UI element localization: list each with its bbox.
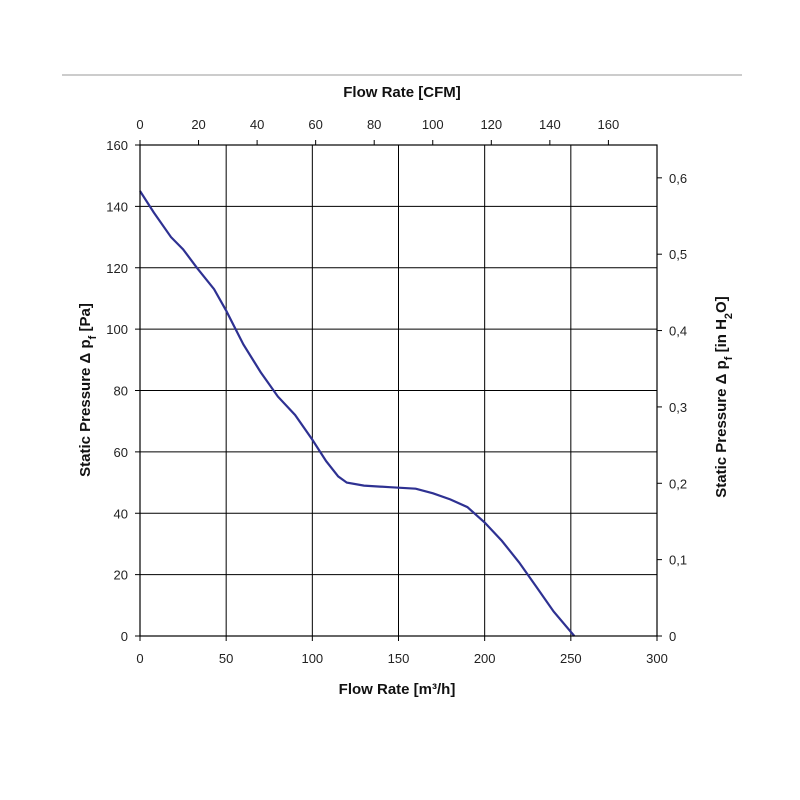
y-tick-label: 40 bbox=[114, 506, 128, 521]
tick-labels: 0 50 100 150 200 250 3000204060801001201401600… bbox=[106, 117, 687, 666]
y-tick-label: 140 bbox=[106, 199, 128, 214]
y-tick-label: 80 bbox=[114, 384, 128, 399]
y-axis-right-title: Static Pressure Δ pf [in H2O] bbox=[713, 296, 735, 497]
y-tick-label: 0 bbox=[121, 629, 128, 644]
series-line bbox=[139, 190, 576, 637]
x-top-tick-label: 20 bbox=[191, 117, 205, 132]
y-right-tick-label: 0,2 bbox=[669, 476, 687, 491]
x-tick-label: 100 bbox=[301, 651, 323, 666]
x-top-tick-label: 120 bbox=[480, 117, 502, 132]
y-tick-label: 100 bbox=[106, 322, 128, 337]
x-top-tick-label: 0 bbox=[136, 117, 143, 132]
x-tick-label: 0 bbox=[136, 651, 143, 666]
x-top-tick-label: 160 bbox=[598, 117, 620, 132]
x-top-tick-label: 40 bbox=[250, 117, 264, 132]
x-tick-label: 250 bbox=[560, 651, 582, 666]
x-top-tick-label: 80 bbox=[367, 117, 381, 132]
y-right-tick-label: 0 bbox=[669, 629, 676, 644]
x-axis-top-title: Flow Rate [CFM] bbox=[343, 84, 461, 101]
y-tick-label: 120 bbox=[106, 261, 128, 276]
y-tick-label: 160 bbox=[106, 138, 128, 153]
x-tick-label: 50 bbox=[219, 651, 233, 666]
x-top-tick-label: 60 bbox=[308, 117, 322, 132]
x-tick-label: 300 bbox=[646, 651, 668, 666]
x-tick-label: 150 bbox=[388, 651, 410, 666]
grid bbox=[139, 144, 658, 637]
plot-frame bbox=[139, 144, 658, 637]
x-top-tick-label: 140 bbox=[539, 117, 561, 132]
y-right-tick-label: 0,6 bbox=[669, 171, 687, 186]
y-right-tick-label: 0,4 bbox=[669, 324, 687, 339]
y-right-tick-label: 0,3 bbox=[669, 400, 687, 415]
x-tick-label: 200 bbox=[474, 651, 496, 666]
y-axis-left-title: Static Pressure Δ pf [Pa] bbox=[77, 303, 99, 477]
x-top-tick-label: 100 bbox=[422, 117, 444, 132]
y-tick-label: 20 bbox=[114, 568, 128, 583]
y-tick-label: 60 bbox=[114, 445, 128, 460]
y-right-tick-label: 0,1 bbox=[669, 553, 687, 568]
y-right-tick-label: 0,5 bbox=[669, 247, 687, 262]
x-axis-bottom-title: Flow Rate [m³/h] bbox=[339, 681, 456, 698]
